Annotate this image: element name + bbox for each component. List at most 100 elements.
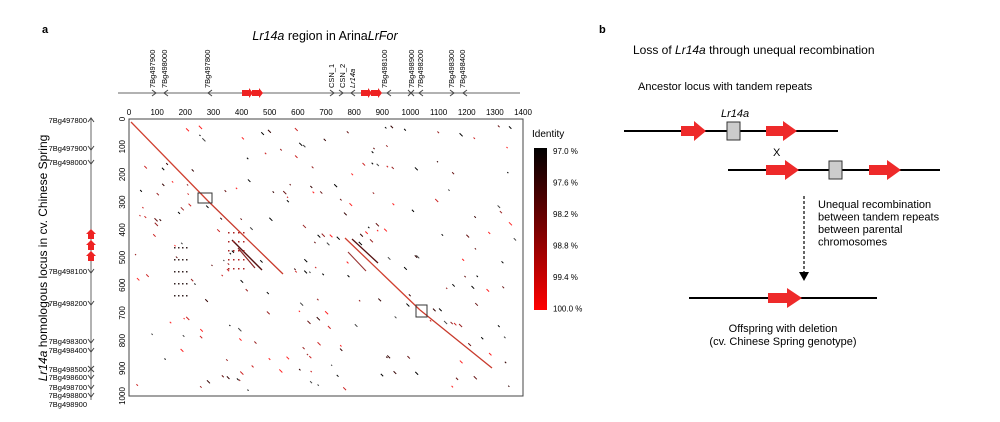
- alignment-dot: [385, 356, 388, 359]
- alignment-dot: [436, 160, 439, 163]
- gene-direction-marker: [87, 392, 95, 398]
- y-axis-title-rest: homologous locus in cv. Chinese Spring: [36, 135, 50, 351]
- repeat-arrow-2a: [766, 160, 799, 180]
- x-tick-label: 100: [150, 108, 164, 117]
- alignment-dot: [394, 316, 397, 319]
- alignment-cluster: [415, 304, 428, 318]
- alignment-dot: [438, 308, 443, 312]
- alignment-dot: [459, 132, 463, 137]
- top-gene-label: 7Bg498900: [407, 50, 416, 88]
- panel-b-title-gene: Lr14a: [675, 43, 706, 57]
- gene-direction-marker: [462, 89, 468, 97]
- alignment-dot: [387, 256, 391, 261]
- alignment-diagonal: [231, 239, 263, 271]
- alignment-dot: [312, 191, 315, 194]
- recombination-arrow-head: [799, 272, 809, 281]
- gene-cross-marker: [407, 89, 415, 97]
- alignment-dot: [306, 353, 309, 356]
- gene-direction-marker: [87, 338, 95, 344]
- alignment-dot: [473, 375, 478, 380]
- alignment-dot: [219, 217, 223, 220]
- alignment-dot: [373, 147, 375, 150]
- alignment-dot: [429, 319, 432, 322]
- alignment-dot: [226, 376, 230, 380]
- top-gene-label: CSN_2: [338, 64, 347, 88]
- left-gene-label: 7Bg498400: [49, 346, 87, 355]
- alignment-dot: [372, 192, 375, 195]
- alignment-dot: [474, 247, 477, 250]
- alignment-dot: [293, 268, 296, 271]
- left-gene-labels: 7Bg497800 7Bg497900 7Bg498000 7Bg498100 7Bg4…: [49, 116, 87, 409]
- alignment-dot: [238, 241, 240, 243]
- legend-label: 100.0 %: [553, 305, 582, 314]
- left-gene-label: 7Bg498200: [49, 299, 87, 308]
- dot-plot: [128, 118, 524, 397]
- alignment-dot: [308, 355, 312, 359]
- alignment-dot: [336, 236, 341, 241]
- alignment-dot: [464, 275, 467, 278]
- alignment-dot: [216, 228, 221, 233]
- alignment-dot: [303, 270, 308, 274]
- alignment-diagonal: [237, 247, 256, 269]
- alignment-dot: [323, 138, 327, 142]
- alignment-dot: [165, 162, 169, 166]
- alignment-dot: [238, 379, 241, 382]
- alignment-dot: [247, 389, 249, 392]
- alignment-dot: [177, 211, 181, 215]
- alignment-dot: [314, 266, 317, 269]
- alignment-dot: [508, 221, 513, 226]
- offspring-text-line: Offspring with deletion: [729, 323, 838, 335]
- alignment-dot: [178, 247, 180, 249]
- panel-b-title-pre: Loss of: [633, 43, 675, 57]
- alignment-dot: [201, 137, 206, 142]
- alignment-dot: [453, 322, 457, 326]
- alignment-dot: [186, 271, 188, 273]
- alignment-dot: [346, 131, 349, 134]
- alignment-dot: [144, 215, 147, 219]
- top-gene-label: 7Bg498100: [380, 50, 389, 88]
- alignment-dot: [243, 259, 245, 261]
- alignment-dot: [174, 283, 176, 285]
- alignment-dot: [233, 259, 235, 261]
- ancestor-label: Ancestor locus with tandem repeats: [638, 81, 813, 93]
- alignment-dot: [289, 183, 292, 186]
- left-gene-label: 7Bg498800: [49, 391, 87, 400]
- alignment-dot: [376, 163, 380, 167]
- alignment-dot: [222, 259, 225, 262]
- alignment-dot: [204, 298, 209, 303]
- alignment-dot: [247, 179, 251, 183]
- alignment-dot: [386, 355, 391, 359]
- alignment-dot: [364, 231, 369, 235]
- alignment-dot: [480, 336, 484, 340]
- repeat-arrow-marker: [86, 229, 96, 239]
- alignment-dot: [380, 373, 384, 377]
- alignment-dot: [392, 203, 395, 206]
- alignment-dot: [190, 278, 194, 282]
- alignment-dot: [156, 192, 160, 196]
- gene-direction-marker: [87, 347, 95, 353]
- x-tick-label: 900: [376, 108, 390, 117]
- alignment-dot: [246, 157, 249, 160]
- alignment-dot: [506, 171, 509, 174]
- alignment-dot: [294, 127, 299, 132]
- x-tick-label: 1400: [514, 108, 532, 117]
- alignment-dot: [180, 206, 185, 211]
- ancestor-chromosome-1: [624, 121, 838, 141]
- alignment-dot: [347, 274, 350, 278]
- alignment-dot: [268, 357, 271, 361]
- alignment-dot: [228, 259, 230, 261]
- alignment-dot: [476, 275, 479, 278]
- offspring-text-line: (cv. Chinese Spring genotype): [709, 336, 856, 348]
- alignment-dot: [235, 187, 238, 190]
- alignment-dot: [391, 166, 395, 170]
- alignment-dot: [473, 215, 477, 219]
- alignment-dot: [414, 255, 418, 259]
- y-tick-label: 600: [118, 278, 127, 292]
- left-gene-label: 7Bg498000: [49, 158, 87, 167]
- alignment-dot: [161, 183, 165, 187]
- alignment-dot: [243, 250, 245, 252]
- alignment-diagonal: [351, 238, 379, 264]
- alignment-dot: [317, 234, 321, 238]
- alignment-dot: [278, 369, 283, 373]
- alignment-dot: [236, 378, 240, 381]
